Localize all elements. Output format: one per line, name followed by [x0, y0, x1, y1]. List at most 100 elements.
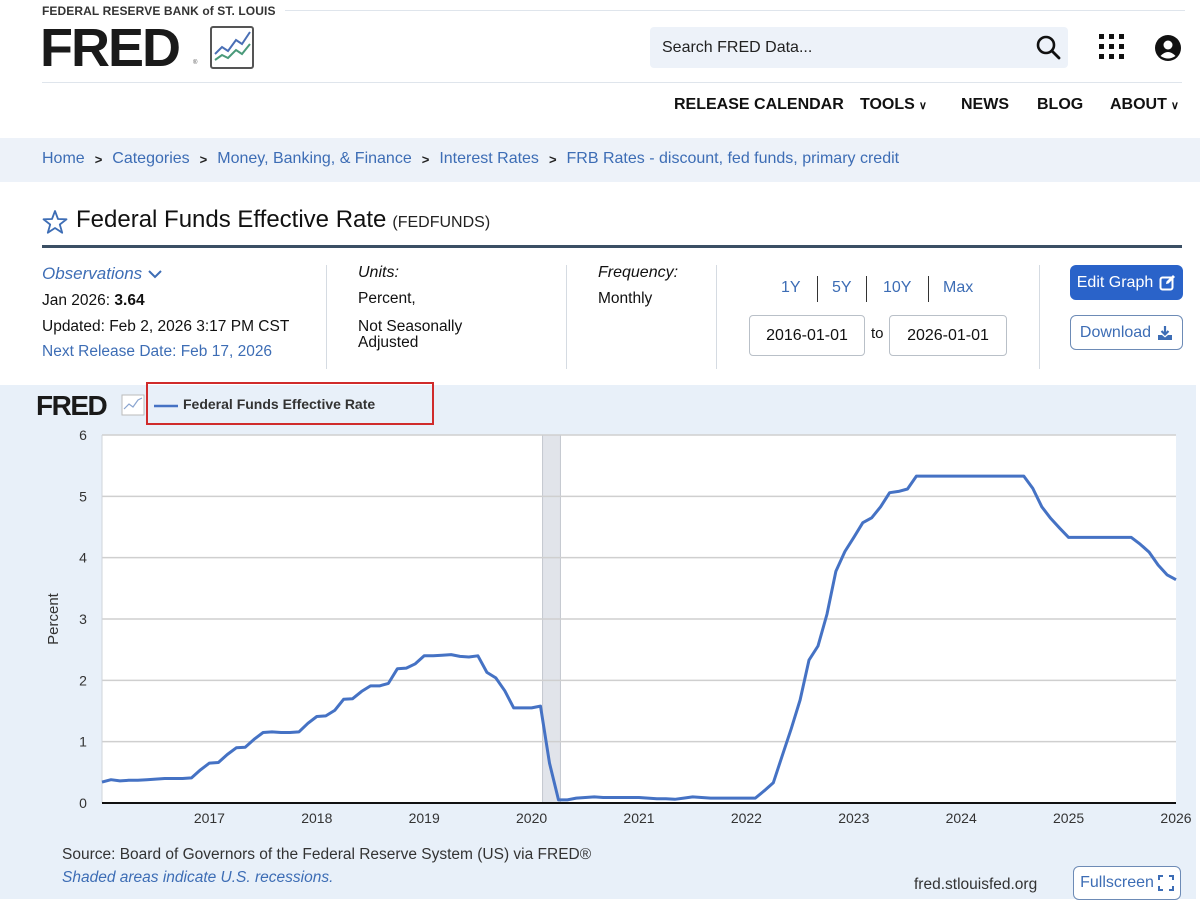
- series-title: Federal Funds Effective Rate: [76, 206, 387, 233]
- breadcrumb-separator: >: [421, 152, 430, 167]
- fullscreen-button[interactable]: Fullscreen: [1073, 866, 1181, 900]
- y-tick-label: 0: [79, 795, 87, 811]
- logo-registered-mark: ®: [193, 60, 198, 66]
- y-axis-label: Percent: [45, 592, 62, 645]
- apps-grid-icon[interactable]: [1098, 33, 1126, 61]
- range-separator: [866, 276, 867, 302]
- breadcrumb-home[interactable]: Home: [42, 150, 85, 167]
- favorite-star-icon[interactable]: [42, 209, 68, 235]
- meta-divider: [326, 265, 327, 369]
- x-tick-label: 2022: [731, 810, 762, 826]
- nav-tools[interactable]: TOOLS ∨: [860, 96, 927, 114]
- observations-label: Observations: [42, 264, 143, 283]
- nav-news[interactable]: NEWS: [961, 96, 1009, 114]
- series-id: (FEDFUNDS): [392, 214, 491, 231]
- meta-divider: [566, 265, 567, 369]
- x-tick-label: 2025: [1053, 810, 1084, 826]
- legend-label[interactable]: Federal Funds Effective Rate: [183, 396, 376, 412]
- range-1y-button[interactable]: 1Y: [781, 279, 801, 296]
- org-name: FEDERAL RESERVE BANK of ST. LOUIS: [42, 4, 276, 18]
- units-seasonal-2: Adjusted: [358, 334, 419, 351]
- range-separator: [928, 276, 929, 302]
- nav-label: TOOLS: [860, 96, 915, 113]
- edit-graph-button[interactable]: Edit Graph: [1070, 265, 1183, 300]
- user-account-icon[interactable]: [1154, 34, 1182, 62]
- x-tick-label: 2017: [194, 810, 225, 826]
- range-10y-button[interactable]: 10Y: [883, 279, 912, 296]
- title-divider: [42, 245, 1182, 248]
- header-divider: [285, 10, 1185, 11]
- nav-label: BLOG: [1037, 96, 1084, 113]
- x-tick-label: 2026: [1160, 810, 1191, 826]
- range-max-button[interactable]: Max: [943, 279, 974, 296]
- series-title-row: Federal Funds Effective Rate (FEDFUNDS): [76, 206, 490, 234]
- latest-period: Jan 2026:: [42, 292, 111, 309]
- updated-timestamp: Updated: Feb 2, 2026 3:17 PM CST: [42, 318, 290, 335]
- x-tick-label: 2023: [838, 810, 869, 826]
- fred-logo-chart-icon[interactable]: [210, 26, 254, 69]
- start-date-input[interactable]: 2016-01-01: [749, 315, 865, 356]
- latest-value: 3.64: [114, 292, 145, 309]
- breadcrumb-frb-rates[interactable]: FRB Rates - discount, fed funds, primary…: [566, 150, 900, 167]
- frequency-label: Frequency:: [598, 264, 679, 281]
- search-input[interactable]: Search FRED Data...: [650, 27, 1068, 68]
- y-tick-label: 2: [79, 672, 87, 688]
- units-seasonal: Not Seasonally: [358, 318, 463, 335]
- fullscreen-icon: [1157, 875, 1174, 891]
- edit-icon: [1159, 275, 1176, 291]
- chart-fred-logo: FRED: [36, 390, 108, 421]
- y-tick-label: 5: [79, 488, 87, 504]
- y-tick-label: 1: [79, 734, 87, 750]
- meta-divider: [1039, 265, 1040, 369]
- breadcrumb-categories[interactable]: Categories: [112, 150, 190, 167]
- nav-about[interactable]: ABOUT ∨: [1110, 96, 1179, 114]
- end-date-input[interactable]: 2026-01-01: [889, 315, 1007, 356]
- next-release-link[interactable]: Next Release Date: Feb 17, 2026: [42, 343, 273, 360]
- breadcrumb-money-banking[interactable]: Money, Banking, & Finance: [217, 150, 412, 167]
- nav-label: ABOUT: [1110, 96, 1167, 113]
- search-icon[interactable]: [1034, 33, 1062, 61]
- line-chart[interactable]: FRED 0 1 2 3 4 5 6 Percent 2017 2018 2019 2020 2021 20…: [0, 385, 1200, 899]
- x-tick-label: 2018: [301, 810, 332, 826]
- download-button[interactable]: Download: [1070, 315, 1183, 350]
- download-label: Download: [1079, 323, 1152, 341]
- fred-logo[interactable]: FRED: [40, 18, 181, 78]
- breadcrumb-interest-rates[interactable]: Interest Rates: [439, 150, 539, 167]
- breadcrumb: Home > Categories > Money, Banking, & Fi…: [42, 150, 899, 170]
- range-separator: [817, 276, 818, 302]
- nav-label: RELEASE CALENDAR: [674, 96, 844, 113]
- series-line-fedfunds[interactable]: [101, 474, 1177, 802]
- search-placeholder: Search FRED Data...: [662, 38, 813, 56]
- y-tick-label: 4: [79, 550, 87, 566]
- chevron-down-icon: ∨: [1170, 99, 1179, 112]
- meta-divider: [716, 265, 717, 369]
- legend-highlight-box: [146, 382, 434, 425]
- breadcrumb-separator: >: [94, 152, 103, 167]
- recession-note-link[interactable]: Shaded areas indicate U.S. recessions.: [62, 869, 334, 886]
- x-tick-label: 2020: [516, 810, 547, 826]
- units-value: Percent,: [358, 290, 416, 307]
- nav-label: NEWS: [961, 96, 1009, 113]
- chevron-down-icon: [148, 270, 162, 279]
- frequency-value: Monthly: [598, 290, 653, 307]
- download-icon: [1158, 325, 1173, 340]
- range-5y-button[interactable]: 5Y: [832, 279, 852, 296]
- breadcrumb-bar: [0, 138, 1200, 182]
- y-tick-label: 6: [79, 427, 87, 443]
- edit-graph-label: Edit Graph: [1076, 273, 1154, 291]
- latest-observation: Jan 2026: 3.64: [42, 292, 145, 310]
- nav-release-calendar[interactable]: RELEASE CALENDAR: [674, 96, 844, 114]
- nav-blog[interactable]: BLOG: [1037, 96, 1083, 114]
- header-divider: [42, 82, 1182, 83]
- x-tick-label: 2024: [946, 810, 977, 826]
- breadcrumb-separator: >: [548, 152, 557, 167]
- chart-source: Source: Board of Governors of the Federa…: [62, 846, 592, 863]
- fullscreen-label: Fullscreen: [1080, 874, 1154, 891]
- y-tick-label: 3: [79, 611, 87, 627]
- units-label: Units:: [358, 264, 399, 281]
- site-url: fred.stlouisfed.org: [914, 876, 1038, 893]
- breadcrumb-separator: >: [199, 152, 208, 167]
- chevron-down-icon: ∨: [918, 99, 927, 112]
- x-tick-label: 2021: [623, 810, 654, 826]
- observations-dropdown[interactable]: Observations: [42, 264, 162, 284]
